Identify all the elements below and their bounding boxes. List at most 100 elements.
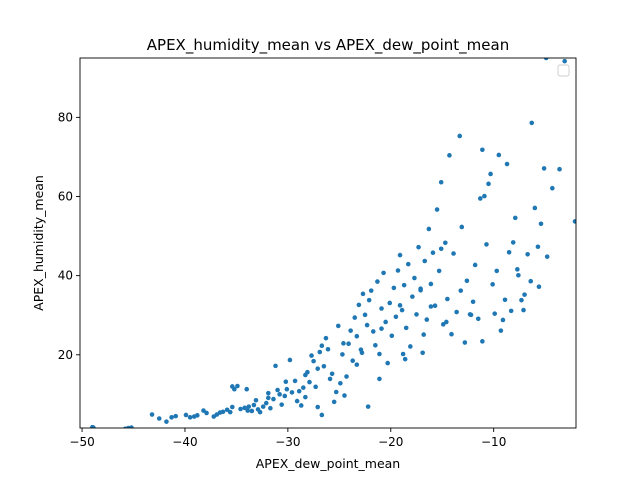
data-point (238, 406, 243, 412)
chart-title: APEX_humidity_mean vs APEX_dew_point_mea… (147, 36, 509, 55)
data-point (496, 152, 502, 158)
data-point (284, 386, 290, 392)
data-point (325, 346, 331, 352)
data-point (387, 300, 393, 306)
data-point (500, 317, 506, 323)
data-point (403, 325, 409, 331)
data-point (515, 267, 520, 272)
data-point (557, 166, 562, 172)
data-point (204, 410, 209, 416)
data-point (462, 340, 468, 345)
data-point (454, 309, 459, 315)
data-point (458, 288, 464, 293)
data-point (550, 185, 555, 191)
data-point (323, 335, 329, 341)
data-point (220, 409, 226, 415)
data-point (331, 399, 337, 405)
data-point (191, 414, 197, 419)
data-point (401, 282, 407, 288)
data-point (383, 319, 388, 325)
data-point (494, 268, 500, 274)
data-point (303, 394, 308, 400)
y-tick-label: 80 (58, 110, 73, 124)
data-point (424, 317, 430, 322)
data-point (468, 312, 474, 318)
data-point (445, 296, 450, 302)
data-point (341, 341, 346, 346)
data-point (275, 387, 280, 393)
data-point (263, 400, 269, 406)
data-point (451, 251, 456, 256)
data-point (430, 250, 436, 255)
x-tick-label: −30 (275, 435, 300, 449)
data-point (311, 358, 316, 364)
data-point (227, 409, 233, 415)
data-point (412, 275, 417, 281)
data-point (536, 284, 542, 290)
data-point (475, 316, 481, 322)
data-point (340, 352, 345, 357)
data-point (373, 342, 378, 348)
data-point (490, 282, 495, 287)
data-point (377, 351, 382, 357)
data-point (268, 405, 273, 411)
data-point (356, 302, 362, 308)
data-point (572, 219, 576, 224)
data-point (428, 304, 434, 309)
data-point (309, 353, 314, 358)
x-axis-label: APEX_dew_point_mean (256, 456, 400, 471)
data-point (301, 385, 306, 390)
data-point (249, 408, 255, 414)
data-point (287, 357, 293, 363)
data-point (400, 351, 406, 357)
data-point (562, 58, 567, 64)
data-point (366, 297, 372, 303)
data-point (478, 196, 483, 201)
data-point (508, 308, 514, 314)
data-point (504, 161, 510, 167)
data-point (470, 299, 476, 305)
data-point (399, 307, 405, 313)
data-point (480, 339, 485, 344)
data-point (315, 404, 321, 410)
data-point (438, 179, 444, 185)
axes-frame (79, 57, 577, 429)
data-point (338, 380, 343, 386)
data-point (350, 358, 356, 364)
data-point (395, 268, 401, 273)
data-point (459, 224, 465, 230)
data-point (283, 379, 289, 385)
data-point (169, 415, 174, 420)
data-point (532, 205, 538, 211)
x-axis: −50 −40 −30 −20 −10 (69, 428, 506, 449)
y-tick-label: 60 (58, 190, 73, 204)
data-point (335, 323, 341, 329)
data-point (428, 281, 434, 287)
data-point (482, 193, 487, 199)
data-point (253, 398, 259, 403)
data-point (360, 291, 366, 297)
data-point (273, 363, 278, 369)
data-point (129, 425, 134, 428)
data-point (342, 393, 347, 398)
data-point (187, 415, 193, 420)
data-point (535, 244, 541, 250)
data-point (421, 332, 427, 337)
data-point (260, 404, 266, 409)
data-point (498, 328, 504, 333)
data-point (292, 378, 298, 384)
data-point (408, 344, 413, 349)
data-point (246, 404, 252, 409)
y-tick-label: 40 (58, 269, 73, 283)
data-point (381, 270, 386, 276)
data-point (541, 166, 547, 171)
y-axis-label: APEX_humidity_mean (31, 175, 46, 311)
data-point (257, 409, 263, 415)
data-point (362, 312, 368, 318)
plot-area (90, 58, 576, 428)
data-point (368, 288, 374, 293)
data-point (377, 376, 382, 382)
data-point (244, 386, 250, 392)
data-point (235, 383, 240, 389)
